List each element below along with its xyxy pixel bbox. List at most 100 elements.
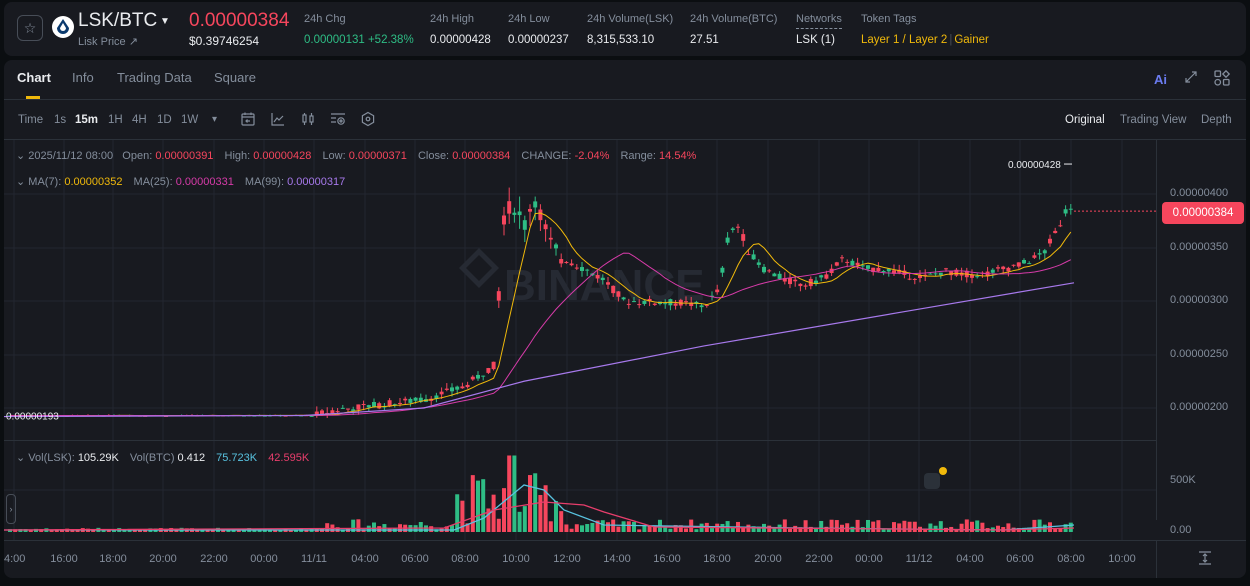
time-tick: 20:00 [754, 553, 782, 565]
time-tick: 04:00 [351, 553, 379, 565]
view-original[interactable]: Original [1065, 114, 1105, 126]
price-tick: 0.00000250 [1170, 348, 1229, 360]
price-tick: 0.00000300 [1170, 294, 1229, 306]
time-tick: 04:00 [956, 553, 984, 565]
ticker-header: ☆ LSK/BTC ▼ Lisk Price ↗ 0.00000384 $0.3… [4, 2, 1246, 56]
view-depth[interactable]: Depth [1201, 114, 1232, 126]
tag-separator: | [949, 34, 953, 46]
close-value: 0.00000384 [452, 150, 511, 162]
time-tick: 16:00 [653, 553, 681, 565]
stat-token-tags: Token Tags Layer 1 / Layer 2 | Gainer [861, 13, 989, 46]
view-trading-view[interactable]: Trading View [1120, 114, 1187, 126]
time-tick: 10:00 [1108, 553, 1136, 565]
auto-scale-icon[interactable] [1197, 550, 1213, 566]
interval-1h[interactable]: 1H [108, 114, 123, 126]
panel-tabs: Chart Info Trading Data Square Ai [4, 60, 1246, 100]
svg-text:0.00000428: 0.00000428 [1008, 160, 1061, 171]
tab-trading-data[interactable]: Trading Data [117, 70, 192, 85]
ma99-label: MA(99): [244, 176, 285, 188]
tab-info[interactable]: Info [72, 70, 94, 85]
time-tick: 14:00 [603, 553, 631, 565]
chart-settings-icon[interactable] [330, 111, 346, 127]
vol-ma5-value: 75.723K [216, 452, 258, 464]
stat-label: Token Tags [861, 13, 917, 25]
lisk-price-link[interactable]: Lisk Price ↗ [78, 36, 138, 48]
ma7-value: 0.00000352 [64, 176, 123, 188]
favorite-star-button[interactable]: ☆ [17, 15, 43, 41]
price-axis[interactable]: 0.00000400 0.00000350 0.00000300 0.00000… [1156, 140, 1246, 536]
volume-tick: 500K [1170, 474, 1196, 486]
chart-toolbar: Time 1s 15m 1H 4H 1D 1W ▾ Original Tradi… [4, 100, 1246, 140]
layout-grid-icon[interactable] [1214, 69, 1231, 89]
time-tick: 16:00 [50, 553, 78, 565]
tag-gainer[interactable]: Gainer [954, 34, 989, 46]
last-price: 0.00000384 [189, 10, 290, 31]
stat-value[interactable]: LSK (1) [796, 34, 835, 46]
low-value: 0.00000371 [348, 150, 407, 162]
collapse-chevron-icon[interactable]: ⌄ [16, 150, 29, 162]
low-label: Low: [322, 150, 346, 162]
close-label: Close: [417, 150, 450, 162]
volume-divider [4, 440, 1156, 441]
time-tick: 08:00 [1057, 553, 1085, 565]
expand-icon[interactable] [1184, 70, 1198, 87]
time-tick: 12:00 [553, 553, 581, 565]
interval-1d[interactable]: 1D [157, 114, 172, 126]
volume-legend: ⌄ Vol(LSK): 105.29K Vol(BTC) 0.412 75.72… [16, 451, 309, 464]
interval-more-dropdown-icon[interactable]: ▾ [212, 114, 218, 125]
time-tick: 11/11 [301, 553, 327, 565]
collapse-chevron-icon[interactable]: ⌄ [16, 176, 29, 188]
time-axis[interactable]: 4:00 16:00 18:00 20:00 22:00 00:00 11/11 04:00 0… [4, 540, 1246, 578]
time-tick: 11/12 [905, 553, 933, 565]
time-tick: 08:00 [451, 553, 479, 565]
interval-time[interactable]: Time [18, 114, 44, 126]
stat-value: 0.00000131 +52.38% [304, 34, 414, 46]
chart-panel: Chart Info Trading Data Square Ai Time 1… [4, 60, 1246, 578]
stat-value: 27.51 [690, 34, 719, 46]
pair-name[interactable]: LSK/BTC [78, 10, 158, 31]
stat-24h-low: 24h Low 0.00000237 [508, 13, 569, 46]
open-label: Open: [122, 150, 153, 162]
time-tick: 10:00 [502, 553, 530, 565]
ma-legend: ⌄ MA(7): 0.00000352 MA(25): 0.00000331 M… [16, 175, 345, 188]
time-tick: 18:00 [703, 553, 731, 565]
interval-1s[interactable]: 1s [54, 114, 67, 126]
stat-label: 24h Low [508, 13, 550, 25]
stat-label: 24h High [430, 13, 475, 25]
candlestick-style-icon[interactable] [300, 111, 316, 127]
price-tick: 0.00000200 [1170, 401, 1229, 413]
time-tick: 4:00 [4, 553, 26, 565]
ma25-label: MA(25): [133, 176, 173, 188]
time-tick: 22:00 [200, 553, 228, 565]
ma25-value: 0.00000331 [175, 176, 234, 188]
gear-hexagon-icon[interactable] [360, 111, 376, 127]
tab-chart[interactable]: Chart [17, 70, 51, 85]
range-value: 14.54% [659, 150, 697, 162]
stat-value: 0.00000428 [430, 34, 491, 46]
open-value: 0.00000391 [155, 150, 214, 162]
stat-value: 0.00000237 [508, 34, 569, 46]
time-tick: 20:00 [149, 553, 177, 565]
price-tick: 0.00000350 [1170, 241, 1229, 253]
stat-label: Networks [796, 13, 842, 29]
vol-lsk-label: Vol(LSK): [28, 452, 75, 464]
expand-drawing-tools-button[interactable]: › [6, 494, 16, 524]
ai-button[interactable]: Ai [1154, 72, 1167, 87]
candle-date: 2025/11/12 08:00 [28, 150, 114, 162]
svg-text:0.00000193: 0.00000193 [6, 411, 59, 422]
interval-15m[interactable]: 15m [75, 114, 99, 126]
stat-label: 24h Chg [304, 13, 346, 25]
stat-networks[interactable]: Networks LSK (1) [796, 13, 842, 46]
date-range-icon[interactable] [240, 111, 256, 127]
interval-1w[interactable]: 1W [181, 114, 199, 126]
indicator-chart-icon[interactable] [270, 111, 286, 127]
stat-24h-volume-btc: 24h Volume(BTC) 27.51 [690, 13, 777, 46]
current-price-tag: 0.00000384 [1162, 202, 1244, 224]
tag-layer[interactable]: Layer 1 / Layer 2 [861, 34, 948, 46]
interval-4h[interactable]: 4H [132, 114, 147, 126]
collapse-chevron-icon[interactable]: ⌄ [16, 452, 29, 464]
tab-square[interactable]: Square [214, 70, 256, 85]
range-label: Range: [620, 150, 656, 162]
pair-dropdown-caret-icon[interactable]: ▼ [160, 16, 170, 27]
